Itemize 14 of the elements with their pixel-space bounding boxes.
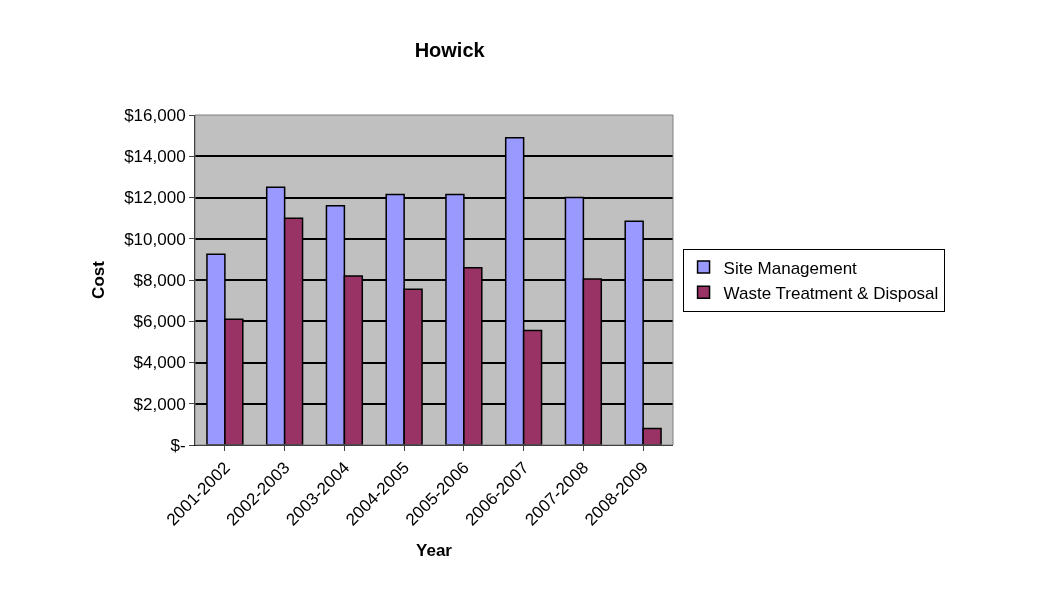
y-axis-title: Cost: [88, 260, 108, 299]
legend-label: Waste Treatment & Disposal: [723, 283, 939, 303]
y-tick-label: $10,000: [124, 229, 186, 249]
y-tick-label: $2,000: [133, 394, 186, 414]
chart-title: Howick: [414, 39, 486, 62]
y-tick-label: $16,000: [124, 105, 186, 125]
y-tick-label: $12,000: [124, 188, 186, 208]
y-tick-label: $14,000: [124, 147, 186, 167]
y-tick-label: $6,000: [133, 312, 186, 332]
y-tick-label: $4,000: [133, 353, 186, 373]
y-tick-label: $8,000: [133, 270, 186, 290]
y-tick-label: $-: [170, 435, 186, 455]
x-axis-title: Year: [416, 540, 453, 560]
legend-label: Site Management: [723, 258, 858, 278]
